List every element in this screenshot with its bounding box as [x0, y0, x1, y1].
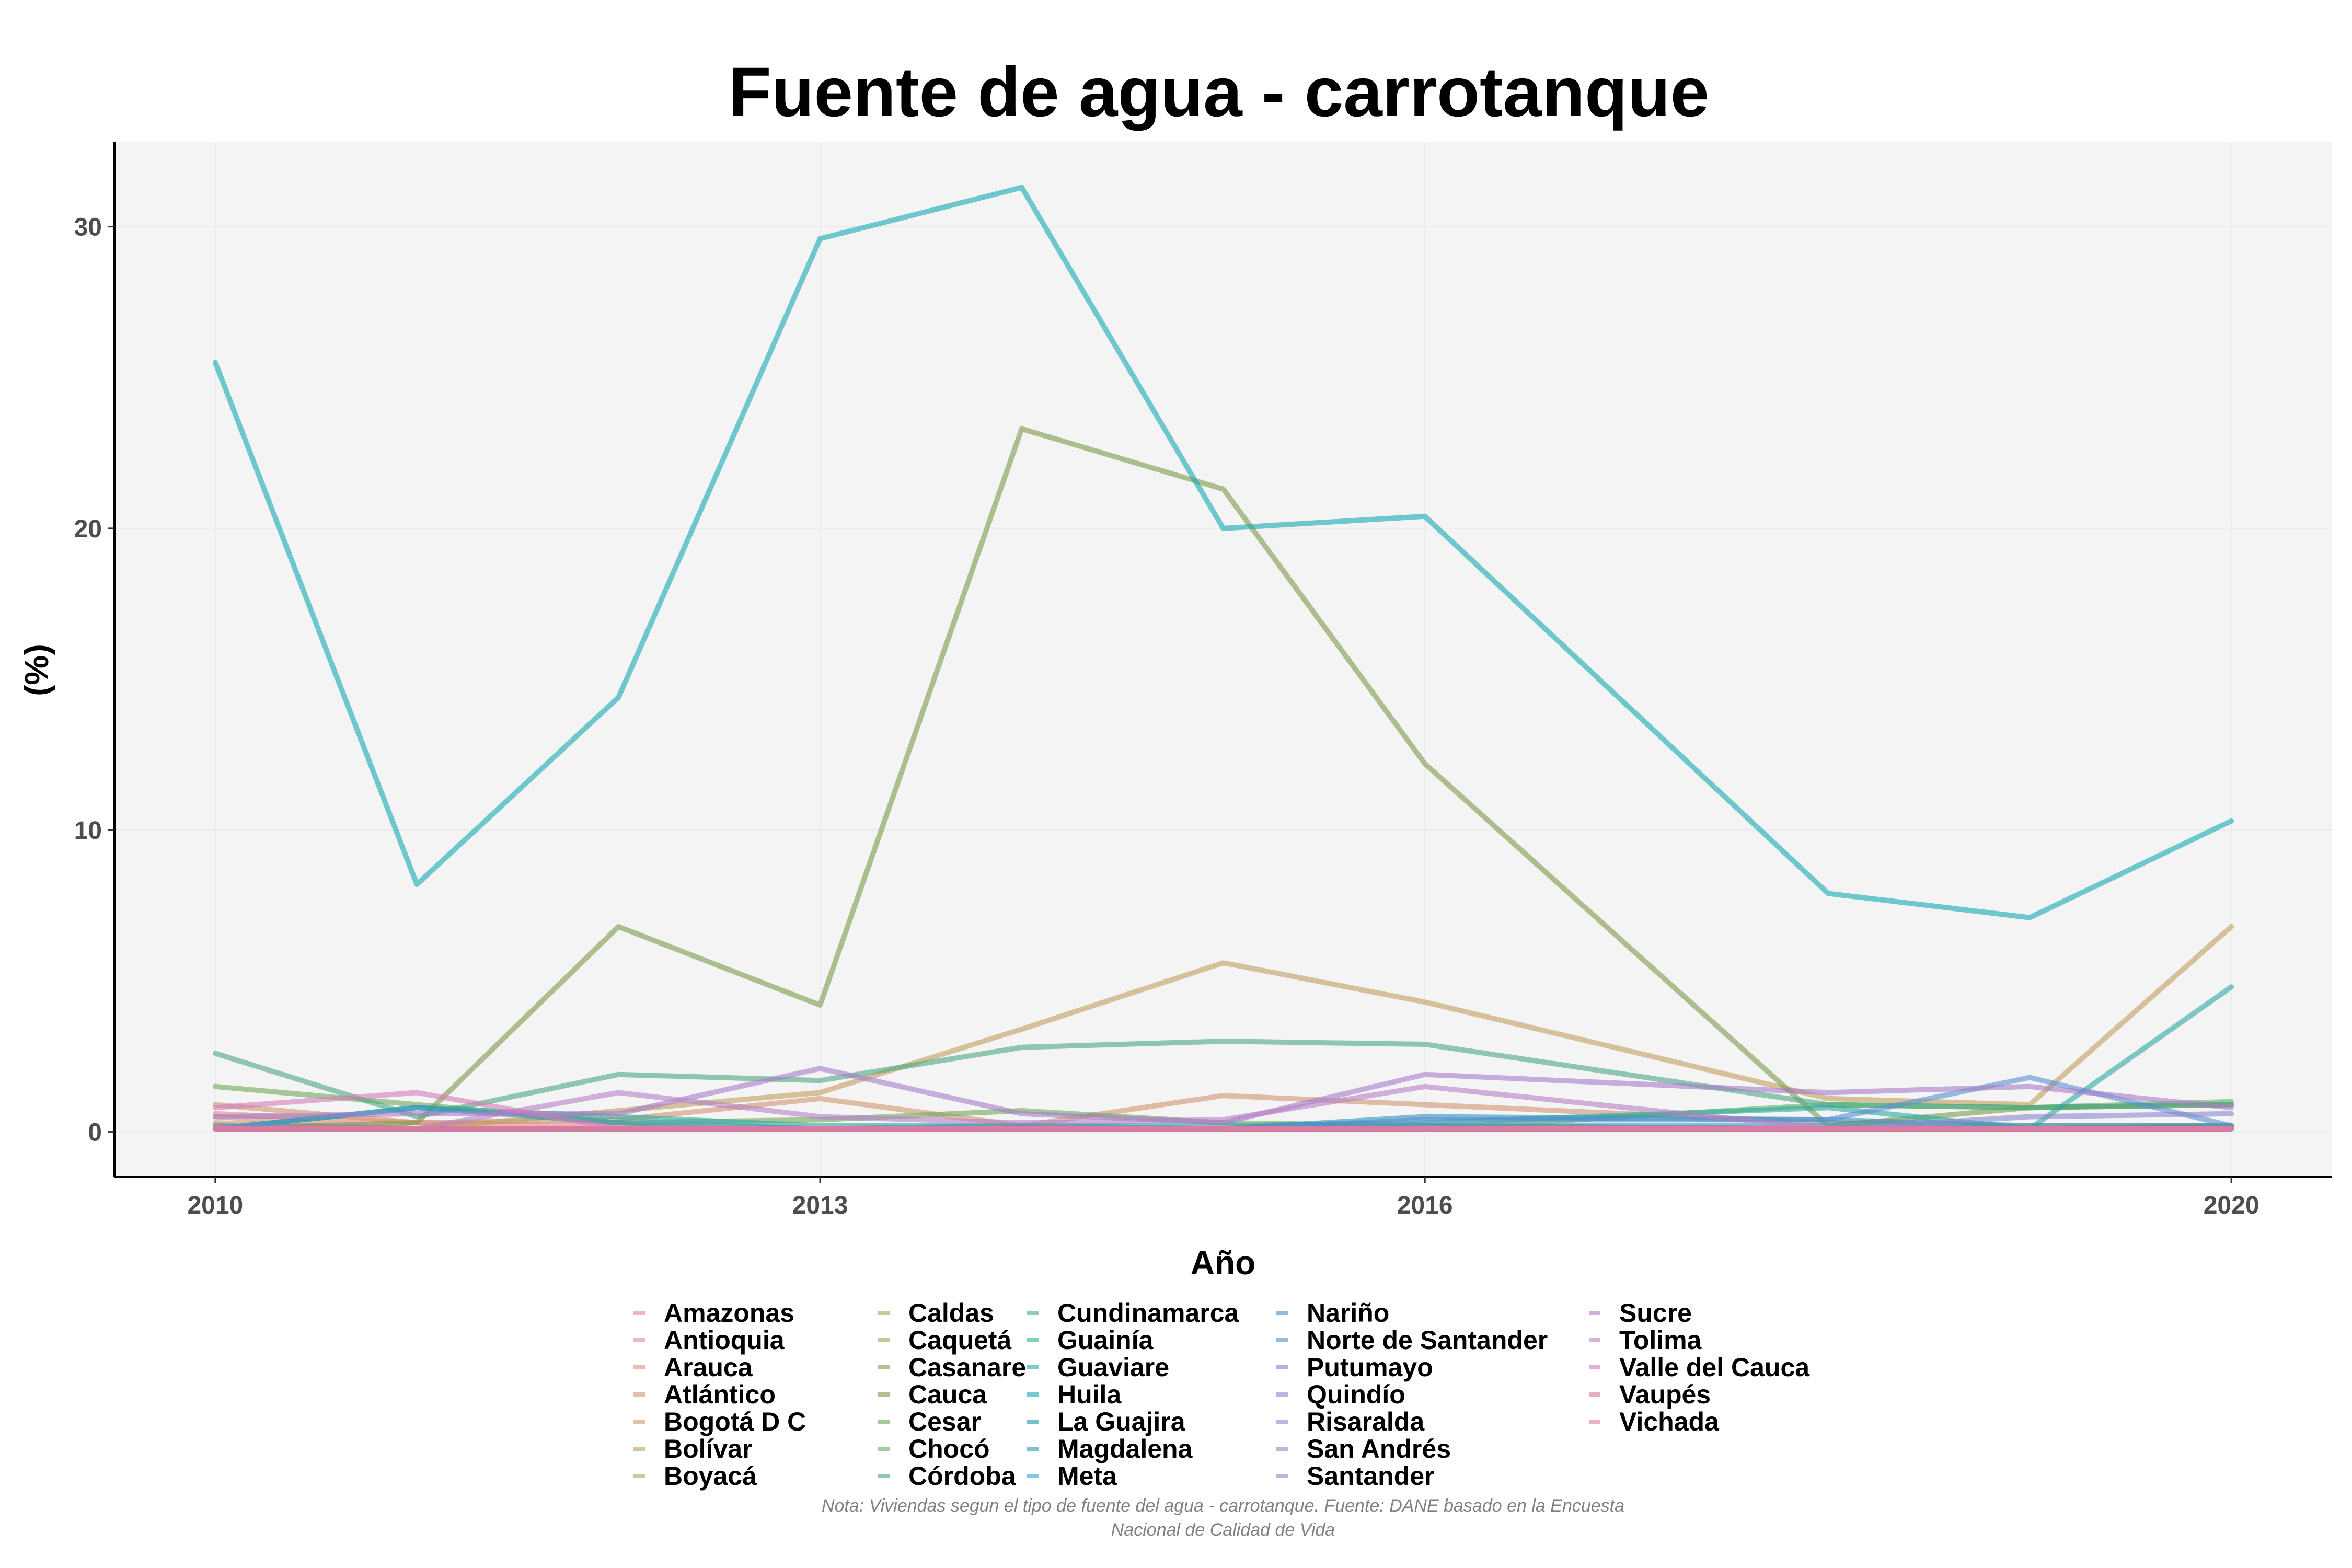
- x-axis-title: Año: [1191, 1244, 1255, 1282]
- y-tick-label: 20: [74, 515, 102, 543]
- legend-label-guaviare: Guaviare: [1057, 1353, 1169, 1382]
- series-line-cordoba: [212, 1039, 2234, 1120]
- y-axis-title: (%): [18, 644, 55, 696]
- legend-label-narino: Nariño: [1307, 1298, 1389, 1328]
- series-lines: [212, 185, 2234, 1132]
- legend-label-cesar: Cesar: [908, 1407, 981, 1436]
- y-tick-label: 10: [74, 817, 102, 845]
- legend-label-atlantico: Atlántico: [664, 1380, 776, 1409]
- legend-label-guainia: Guainía: [1057, 1325, 1154, 1355]
- legend-label-cauca: Cauca: [908, 1380, 987, 1409]
- legend-label-huila: Huila: [1057, 1380, 1122, 1409]
- y-tick-label: 0: [88, 1119, 102, 1146]
- series-line-huila: [212, 185, 2234, 920]
- series-line-bolivar: [212, 924, 2234, 1132]
- caption-line-2: Nacional de Calidad de Vida: [1111, 1520, 1335, 1540]
- legend-label-arauca: Arauca: [664, 1353, 753, 1382]
- legend-label-cundinamarca: Cundinamarca: [1057, 1298, 1240, 1328]
- legend-label-choco: Chocó: [908, 1434, 990, 1463]
- x-tick-label: 2016: [1397, 1192, 1453, 1219]
- legend-label-antioquia: Antioquia: [664, 1325, 785, 1355]
- legend-label-la-guajira: La Guajira: [1057, 1407, 1186, 1436]
- legend-label-amazonas: Amazonas: [664, 1298, 794, 1328]
- x-tick-label: 2013: [792, 1192, 848, 1219]
- legend-label-risaralda: Risaralda: [1307, 1407, 1425, 1436]
- legend-label-bolivar: Bolívar: [664, 1434, 753, 1463]
- legend-label-cordoba: Córdoba: [908, 1461, 1017, 1491]
- legend-label-norte-de-santander: Norte de Santander: [1307, 1325, 1548, 1355]
- plot-panel: [114, 142, 2332, 1177]
- y-tick-label: 30: [74, 214, 102, 241]
- legend-label-valle-del-cauca: Valle del Cauca: [1619, 1353, 1810, 1382]
- legend-label-caqueta: Caquetá: [908, 1325, 1011, 1355]
- legend-label-putumayo: Putumayo: [1307, 1353, 1433, 1382]
- caption-line-1: Nota: Viviendas segun el tipo de fuente …: [822, 1496, 1624, 1516]
- axis-ticks: 0 10 20 30 2010 2013 2016 2020: [74, 214, 2259, 1219]
- legend-label-vaupes: Vaupés: [1619, 1380, 1711, 1409]
- legend-label-bogota-d-c: Bogotá D C: [664, 1407, 806, 1436]
- legend-label-caldas: Caldas: [908, 1298, 994, 1328]
- legend-label-san-andres: San Andrés: [1307, 1434, 1451, 1463]
- legend-label-tolima: Tolima: [1619, 1325, 1702, 1355]
- series-line-santander: [212, 1066, 2234, 1126]
- legend-label-magdalena: Magdalena: [1057, 1434, 1193, 1463]
- x-tick-label: 2020: [2204, 1192, 2259, 1219]
- legend-label-meta: Meta: [1057, 1461, 1117, 1491]
- x-tick-label: 2010: [187, 1192, 243, 1219]
- legend-label-quindio: Quindío: [1307, 1380, 1405, 1409]
- legend-label-sucre: Sucre: [1619, 1298, 1692, 1328]
- chart-title: Fuente de agua - carrotanque: [729, 53, 1709, 131]
- legend-label-vichada: Vichada: [1619, 1407, 1720, 1436]
- legend-label-casanare: Casanare: [908, 1353, 1026, 1382]
- legend-label-boyaca: Boyacá: [664, 1461, 757, 1491]
- legend-label-santander: Santander: [1307, 1461, 1435, 1491]
